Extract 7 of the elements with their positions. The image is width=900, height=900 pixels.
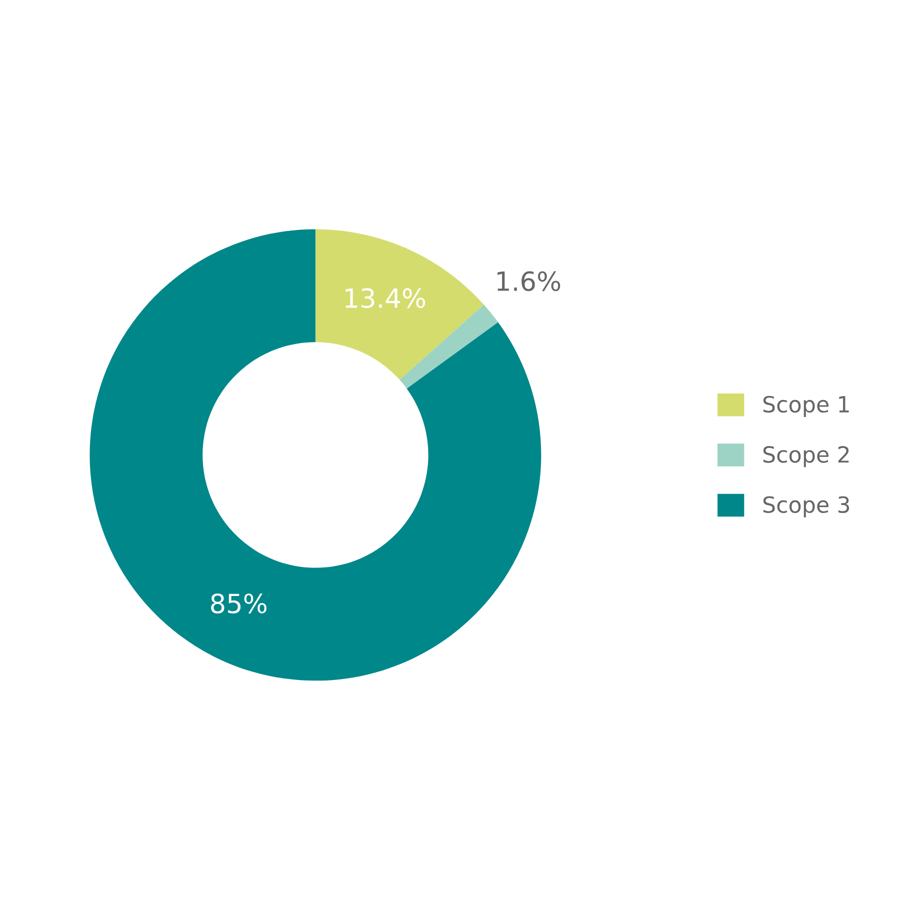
legend-label: Scope 3: [763, 496, 850, 518]
data-label: 1.6%: [497, 271, 560, 292]
data-label: 85%: [211, 593, 266, 614]
data-label: 13.4%: [346, 288, 426, 308]
donut-slice: [315, 229, 484, 380]
legend-label: Scope 1: [763, 396, 849, 417]
legend-label: Scope 2: [763, 446, 849, 468]
